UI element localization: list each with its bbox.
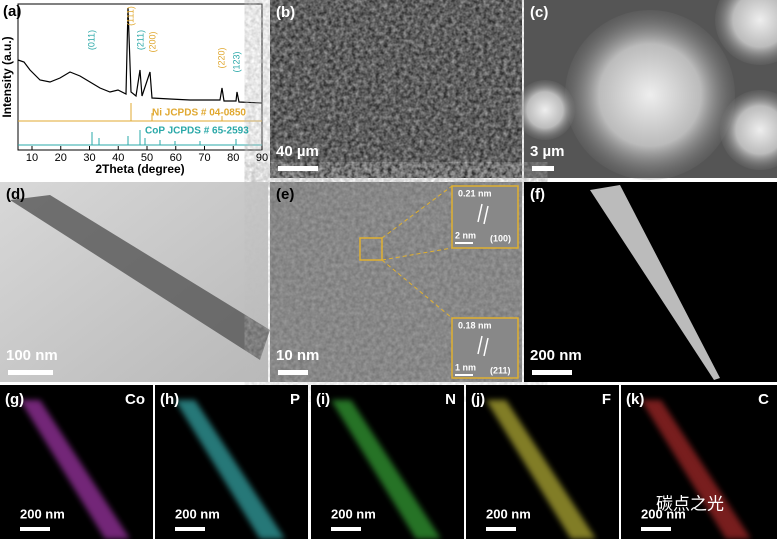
lattice-spacing: 0.18 nm xyxy=(458,320,492,330)
scale-bar-label: 200 nm xyxy=(175,506,220,521)
panel-label: (a) xyxy=(3,3,21,20)
x-tick-label: 50 xyxy=(141,152,153,164)
x-tick-label: 20 xyxy=(55,152,67,164)
scale-bar xyxy=(8,370,53,375)
panel-label: (e) xyxy=(276,186,294,203)
x-axis-title: 2Theta (degree) xyxy=(95,162,184,176)
lattice-marker xyxy=(483,205,489,225)
scale-bar-label: 40 µm xyxy=(276,143,319,160)
peak-label: (220) xyxy=(216,47,226,68)
x-tick-label: 60 xyxy=(170,152,182,164)
lattice-spacing: 0.21 nm xyxy=(458,188,492,198)
element-signal xyxy=(20,400,130,539)
panel-label: (b) xyxy=(276,4,295,21)
scale-bar xyxy=(641,527,671,531)
element-signal xyxy=(331,400,441,539)
xrd-pattern xyxy=(17,7,263,104)
inset-scale-bar xyxy=(455,374,473,376)
scale-bar-label: 200 nm xyxy=(486,506,531,521)
cop-sticks xyxy=(91,130,237,145)
element-signal xyxy=(486,400,596,539)
element-label: N xyxy=(445,391,456,408)
peak-label: (200) xyxy=(147,31,157,52)
x-tick-label: 90 xyxy=(256,152,268,164)
inset-box xyxy=(451,317,519,379)
element-signal xyxy=(641,400,751,539)
panel-label: (c) xyxy=(530,4,548,21)
watermark: 碳点之光 xyxy=(656,494,724,513)
plane-label: (211) xyxy=(490,365,511,375)
scale-bar-label: 3 µm xyxy=(530,143,565,160)
peak-label: (211) xyxy=(135,30,145,50)
x-tick-label: 40 xyxy=(112,152,124,164)
peak-label: (123) xyxy=(231,51,241,72)
peak-label: (011) xyxy=(86,30,96,50)
lattice-marker xyxy=(477,335,483,355)
reference-label: CoP JCPDS # 65-2593 xyxy=(145,126,249,137)
panel-label: (f) xyxy=(530,186,545,203)
x-tick-label: 30 xyxy=(83,152,95,164)
scale-bar xyxy=(486,527,516,531)
scale-bar xyxy=(278,166,318,171)
scale-bar-label: 100 nm xyxy=(6,347,58,364)
panel-label: (g) xyxy=(5,391,24,408)
element-label: C xyxy=(758,391,769,408)
reference-label: Ni JCPDS # 04-0850 xyxy=(152,108,246,119)
peak-label: (111) xyxy=(125,6,135,26)
panel-label: (h) xyxy=(160,391,179,408)
scale-bar-label: 200 nm xyxy=(641,506,686,521)
scale-bar xyxy=(331,527,361,531)
inset-scale-bar xyxy=(455,242,473,244)
panel-label: (d) xyxy=(6,186,25,203)
scale-bar-label: 200 nm xyxy=(530,347,582,364)
x-tick-label: 80 xyxy=(227,152,239,164)
x-tick-label: 70 xyxy=(198,152,210,164)
lattice-marker xyxy=(477,203,483,223)
lattice-marker xyxy=(483,337,489,357)
scale-bar xyxy=(20,527,50,531)
plot-frame xyxy=(17,3,263,151)
scale-bar xyxy=(175,527,205,531)
element-label: F xyxy=(602,391,611,408)
scale-bar xyxy=(532,166,554,171)
inset-scale-label: 2 nm xyxy=(455,230,476,240)
panel-label: (j) xyxy=(471,391,485,408)
scale-bar-label: 10 nm xyxy=(276,347,319,364)
element-label: Co xyxy=(125,391,145,408)
y-axis-title: Intensity (a.u.) xyxy=(0,36,14,117)
xrd-panel xyxy=(0,0,268,178)
scale-bar xyxy=(532,370,572,375)
scale-bar-label: 200 nm xyxy=(20,506,65,521)
element-signal xyxy=(175,400,285,539)
inset-scale-label: 1 nm xyxy=(455,362,476,372)
x-tick-label: 10 xyxy=(26,152,38,164)
scale-bar-label: 200 nm xyxy=(331,506,376,521)
plane-label: (100) xyxy=(490,233,511,243)
panel-label: (i) xyxy=(316,391,330,408)
scale-bar xyxy=(278,370,308,375)
panel-label: (k) xyxy=(626,391,644,408)
element-label: P xyxy=(290,391,300,408)
